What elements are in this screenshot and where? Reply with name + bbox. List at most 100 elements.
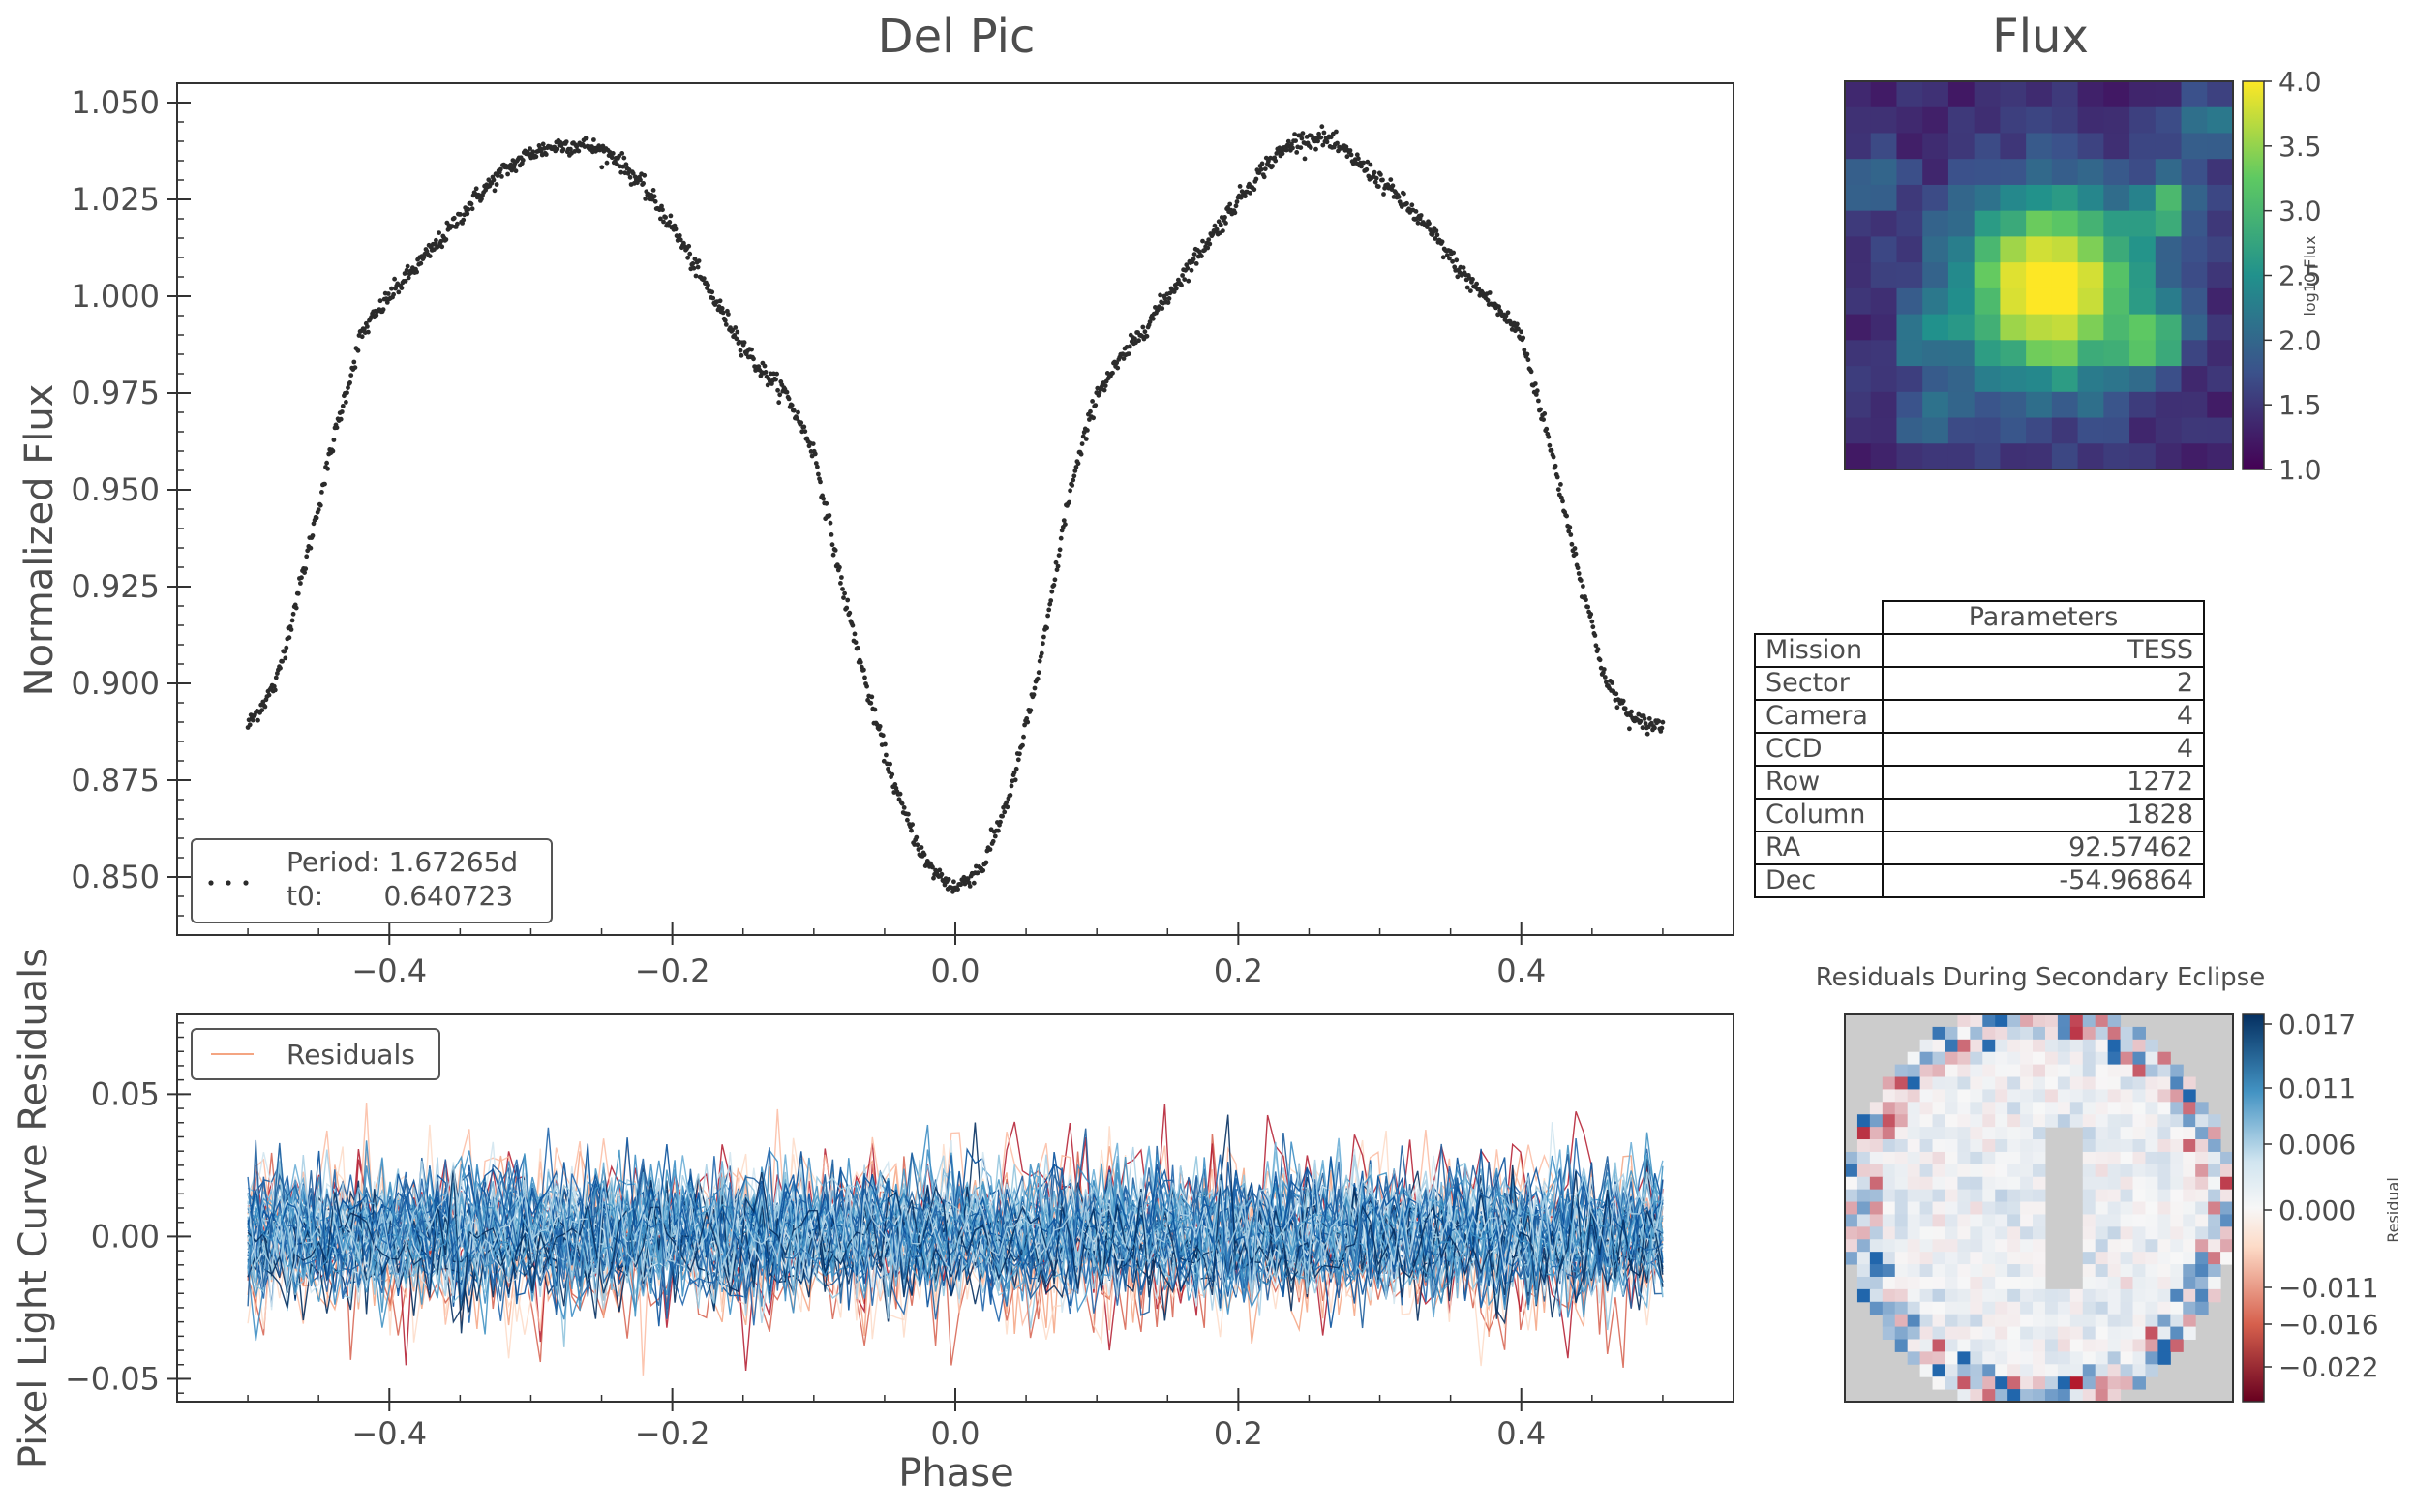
residual-pixel <box>2044 1301 2059 1315</box>
residual-pixel <box>1907 1076 1921 1090</box>
residual-pixel <box>1856 1189 1871 1203</box>
residual-pixel <box>2057 1339 2071 1352</box>
data-point <box>830 552 836 558</box>
residual-pixel <box>2183 1164 2196 1178</box>
data-point <box>1300 131 1306 136</box>
residual-pixel <box>1970 1301 1983 1315</box>
residual-pixel <box>1982 1189 1996 1203</box>
data-point <box>751 356 756 362</box>
residual-series-line <box>247 1153 1663 1289</box>
residual-pixel <box>1957 1376 1971 1390</box>
residual-pixel <box>2020 1326 2034 1340</box>
parameters-table: Parameters Mission TESS Sector 2 Camera 4 CCD 4… <box>1754 600 2205 898</box>
residual-pixel <box>1907 1139 1921 1153</box>
data-point <box>530 149 536 155</box>
residual-pixel <box>1932 1276 1945 1290</box>
data-point <box>1199 254 1204 258</box>
data-point <box>304 554 310 559</box>
residual-pixel <box>1970 1226 1983 1240</box>
parameter-key: Column <box>1754 798 1884 832</box>
residual-pixel <box>1919 1351 1934 1365</box>
residual-pixel <box>2157 1076 2171 1090</box>
residual-pixel <box>1907 1164 1921 1178</box>
data-point <box>701 276 707 281</box>
residual-pixel <box>2107 1189 2122 1203</box>
residual-pixel <box>2044 1339 2059 1352</box>
residual-pixel <box>2208 1288 2221 1303</box>
residual-pixel <box>2095 1139 2109 1153</box>
flux-pixel <box>2026 314 2053 341</box>
residual-pixel <box>1982 1026 1996 1041</box>
data-point <box>1487 290 1493 295</box>
data-point <box>1227 201 1233 207</box>
flux-pixel <box>2103 133 2130 160</box>
residual-pixel <box>1856 1288 1871 1303</box>
flux-pixel <box>2207 314 2234 341</box>
data-point <box>1560 499 1565 504</box>
residual-pixel <box>2183 1176 2196 1191</box>
residual-pixel <box>2033 1176 2046 1191</box>
data-point <box>1009 783 1014 789</box>
data-point <box>1072 469 1078 473</box>
data-point <box>299 575 304 581</box>
data-point <box>505 171 510 177</box>
residual-pixel <box>2057 1039 2071 1053</box>
data-point <box>1440 255 1446 260</box>
data-point <box>1547 442 1553 448</box>
residual-pixel <box>2069 1389 2084 1403</box>
residual-pixel <box>2033 1239 2046 1253</box>
residual-pixel <box>1932 1114 1945 1128</box>
residual-pixel <box>1894 1226 1909 1240</box>
residual-pixel <box>2069 1364 2084 1377</box>
parameter-row: Column 1828 <box>1754 798 2205 832</box>
residual-pixel <box>1982 1114 1996 1128</box>
data-point <box>1054 567 1060 573</box>
data-point <box>1447 256 1452 261</box>
data-point <box>659 203 664 209</box>
flux-colorbar-ticks: 4.03.53.02.52.01.51.0 <box>2264 66 2322 486</box>
residual-pixel <box>2095 1026 2109 1041</box>
residual-pixel <box>2132 1252 2146 1265</box>
residual-pixel <box>2007 1176 2021 1191</box>
data-point <box>533 154 539 160</box>
data-point <box>384 300 390 305</box>
residual-pixel <box>2082 1389 2096 1403</box>
residual-pixel <box>1907 1201 1921 1215</box>
data-point <box>491 177 497 183</box>
data-point <box>1049 589 1055 594</box>
residual-pixel <box>2132 1226 2146 1240</box>
data-point <box>1036 670 1041 676</box>
data-point <box>317 502 323 508</box>
data-point <box>385 291 391 296</box>
data-point <box>1200 238 1205 244</box>
data-point <box>618 169 624 175</box>
residual-pixel <box>1932 1351 1945 1365</box>
data-point <box>619 151 625 156</box>
flux-pixel <box>2026 366 2053 393</box>
residual-pixel <box>1945 1139 1958 1153</box>
residual-pixel <box>2107 1114 2122 1128</box>
residual-pixel <box>2157 1326 2171 1340</box>
flux-pixel <box>1896 366 1923 393</box>
residual-pixel <box>1856 1139 1871 1153</box>
y-tick-label: 0.950 <box>71 471 160 508</box>
residual-pixel <box>2033 1339 2046 1352</box>
flux-pixel <box>2155 314 2183 341</box>
data-point <box>247 722 253 728</box>
residual-pixel <box>2107 1127 2122 1140</box>
residual-pixel <box>2033 1326 2046 1340</box>
residual-pixel <box>1932 1189 1945 1203</box>
data-point <box>305 548 311 554</box>
parameter-row: Mission TESS <box>1754 633 2205 668</box>
residual-pixel <box>2020 1364 2034 1377</box>
data-point <box>1083 437 1089 441</box>
data-point <box>377 298 383 304</box>
residual-pixel <box>2120 1076 2134 1090</box>
data-point <box>1505 310 1511 316</box>
data-point <box>1061 518 1067 523</box>
data-point <box>965 876 971 882</box>
residual-pixel <box>2195 1114 2209 1128</box>
residual-pixel <box>1995 1314 2008 1328</box>
residual-pixel <box>1919 1264 1934 1278</box>
residual-pixel <box>1970 1351 1983 1365</box>
